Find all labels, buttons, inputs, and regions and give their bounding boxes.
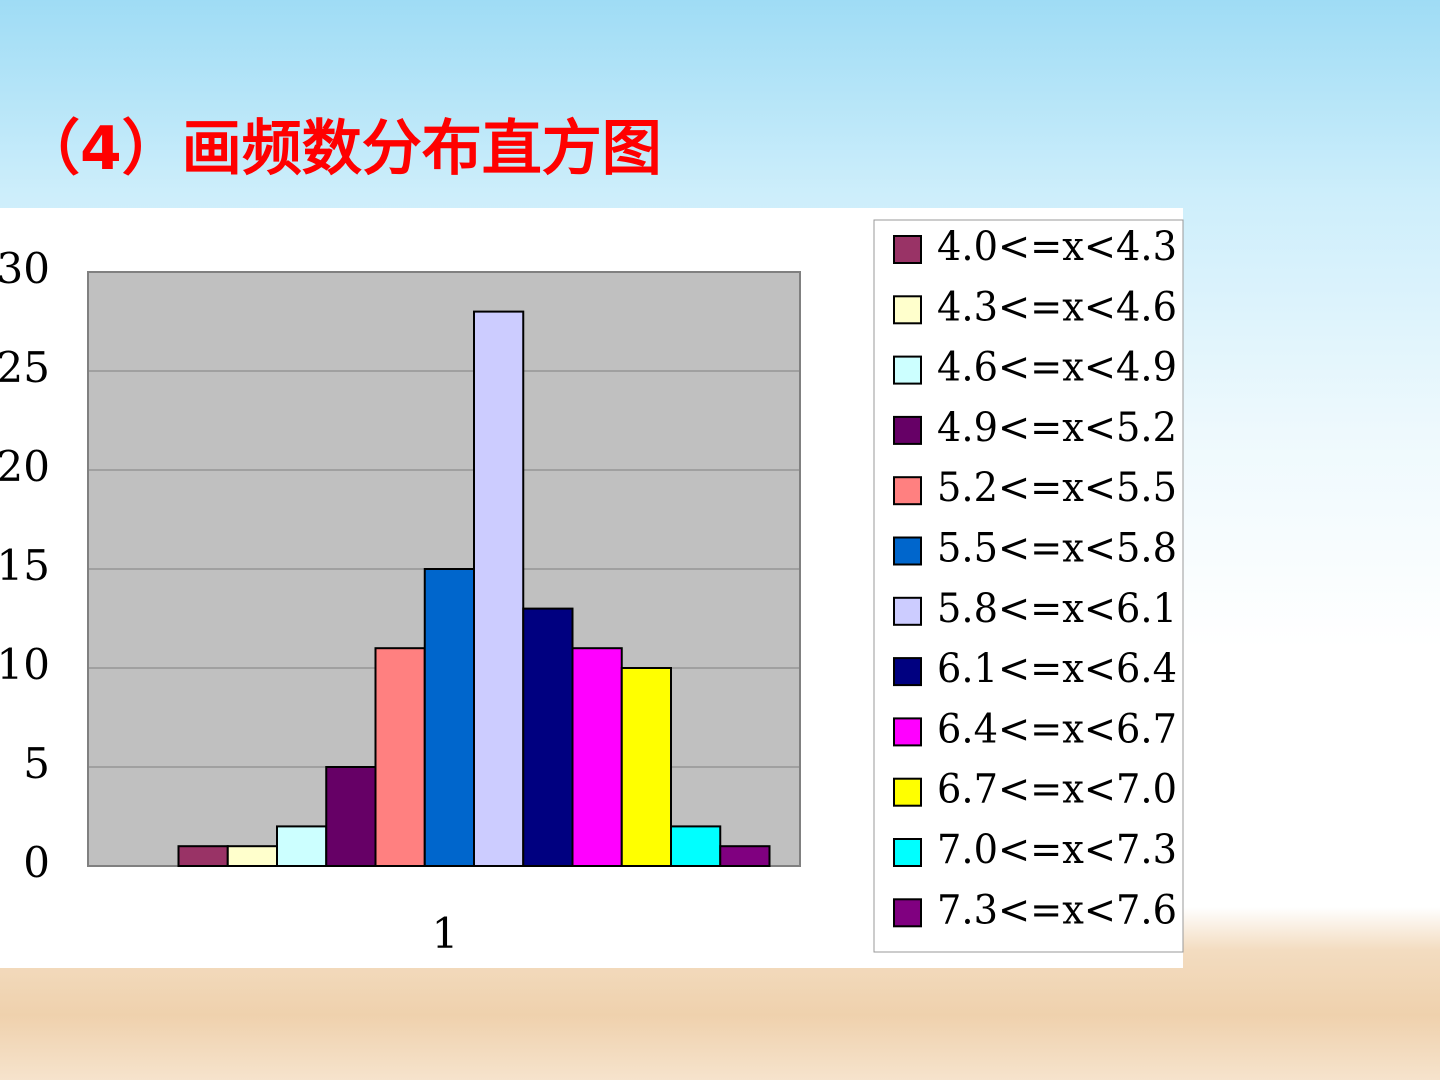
bar	[226, 845, 278, 868]
legend-swatch	[893, 536, 922, 566]
bar	[571, 647, 623, 868]
y-tick-label: 5	[23, 739, 50, 788]
legend-label: 7.0<=x<7.3	[937, 827, 1177, 873]
x-tick-label: 1	[432, 909, 459, 958]
legend-label: 4.3<=x<4.6	[937, 284, 1177, 330]
legend-swatch	[893, 355, 922, 385]
legend-swatch	[893, 235, 922, 264]
bar	[719, 845, 771, 868]
legend-label: 5.8<=x<6.1	[937, 586, 1177, 632]
legend-label: 5.2<=x<5.5	[937, 465, 1177, 511]
y-tick-label: 10	[0, 640, 50, 689]
bar	[522, 607, 574, 867]
slide-title: （4）画频数分布直方图	[20, 114, 662, 184]
legend-swatch	[893, 476, 922, 506]
legend-box	[873, 219, 1184, 953]
y-tick-label: 15	[0, 541, 50, 590]
legend-swatch	[893, 596, 922, 626]
bar	[177, 845, 229, 868]
legend-label: 6.7<=x<7.0	[937, 767, 1177, 813]
legend-label: 4.9<=x<5.2	[937, 405, 1177, 451]
y-tick-label: 30	[0, 244, 50, 293]
legend-label: 4.6<=x<4.9	[937, 345, 1177, 391]
legend-swatch	[893, 415, 922, 445]
y-tick-label: 0	[23, 838, 50, 887]
bar	[620, 667, 672, 867]
legend-swatch	[893, 898, 922, 928]
bar	[423, 568, 475, 867]
legend-swatch	[893, 295, 922, 325]
legend-swatch	[893, 777, 922, 807]
legend-label: 7.3<=x<7.6	[937, 887, 1177, 933]
bar	[276, 825, 328, 868]
bar	[670, 825, 722, 868]
bar	[325, 766, 377, 867]
legend-swatch	[893, 657, 922, 687]
bar	[374, 647, 426, 868]
y-tick-label: 20	[0, 442, 50, 491]
legend-label: 4.0<=x<4.3	[937, 224, 1177, 270]
legend-label: 6.4<=x<6.7	[937, 706, 1177, 752]
y-tick-label: 25	[0, 343, 50, 392]
legend-swatch	[893, 717, 922, 747]
legend-label: 5.5<=x<5.8	[937, 526, 1177, 572]
bar	[473, 310, 525, 868]
legend-label: 6.1<=x<6.4	[937, 646, 1177, 692]
legend-swatch	[893, 838, 922, 867]
